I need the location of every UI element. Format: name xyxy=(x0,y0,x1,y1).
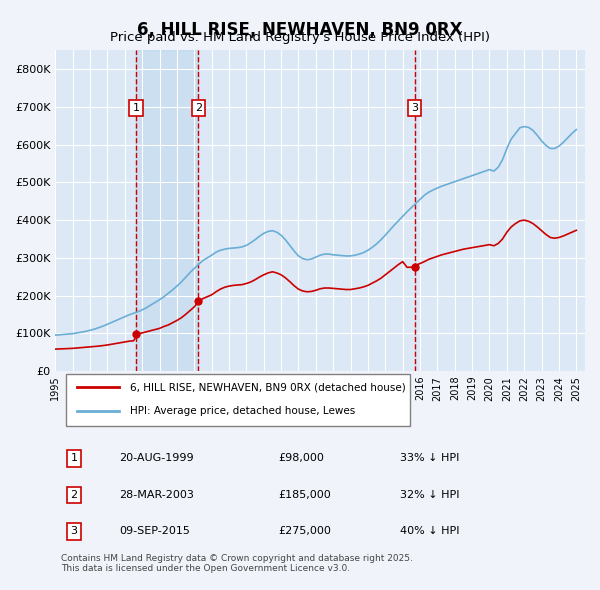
Text: Contains HM Land Registry data © Crown copyright and database right 2025.
This d: Contains HM Land Registry data © Crown c… xyxy=(61,553,413,573)
Text: 32% ↓ HPI: 32% ↓ HPI xyxy=(400,490,459,500)
Text: 1: 1 xyxy=(133,103,139,113)
Text: Price paid vs. HM Land Registry's House Price Index (HPI): Price paid vs. HM Land Registry's House … xyxy=(110,31,490,44)
Text: 3: 3 xyxy=(411,103,418,113)
Text: 6, HILL RISE, NEWHAVEN, BN9 0RX: 6, HILL RISE, NEWHAVEN, BN9 0RX xyxy=(137,21,463,39)
Text: HPI: Average price, detached house, Lewes: HPI: Average price, detached house, Lewe… xyxy=(130,406,355,415)
Text: £98,000: £98,000 xyxy=(278,454,323,463)
Text: 6, HILL RISE, NEWHAVEN, BN9 0RX (detached house): 6, HILL RISE, NEWHAVEN, BN9 0RX (detache… xyxy=(130,382,405,392)
Text: 20-AUG-1999: 20-AUG-1999 xyxy=(119,454,194,463)
Text: 40% ↓ HPI: 40% ↓ HPI xyxy=(400,526,459,536)
Text: 33% ↓ HPI: 33% ↓ HPI xyxy=(400,454,459,463)
Text: £185,000: £185,000 xyxy=(278,490,331,500)
Text: 2: 2 xyxy=(195,103,202,113)
Text: 1: 1 xyxy=(70,454,77,463)
Bar xyxy=(136,50,199,371)
Text: 3: 3 xyxy=(70,526,77,536)
Text: 28-MAR-2003: 28-MAR-2003 xyxy=(119,490,194,500)
FancyBboxPatch shape xyxy=(66,374,410,427)
Text: £275,000: £275,000 xyxy=(278,526,331,536)
Text: 2: 2 xyxy=(70,490,77,500)
Text: 09-SEP-2015: 09-SEP-2015 xyxy=(119,526,190,536)
